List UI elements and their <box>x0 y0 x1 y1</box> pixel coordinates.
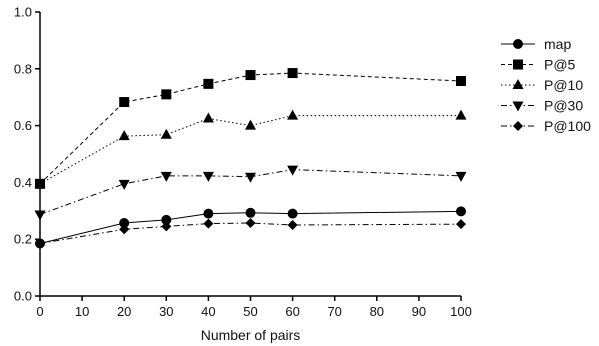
data-point <box>119 224 130 235</box>
data-point <box>118 179 130 190</box>
y-tick-label: 0.6 <box>14 118 32 133</box>
x-tick-label: 10 <box>75 304 89 319</box>
series-p-at-30 <box>34 165 467 221</box>
legend: map P@5 P@10 P@30 P@100 <box>501 36 591 134</box>
data-point <box>202 112 214 123</box>
data-point <box>161 89 172 100</box>
x-tick-label: 0 <box>36 304 43 319</box>
data-point <box>456 219 466 230</box>
data-point <box>456 206 466 217</box>
data-point <box>455 171 467 182</box>
legend-marker <box>512 101 524 112</box>
x-tick-label: 50 <box>243 304 257 319</box>
data-point <box>245 70 256 81</box>
data-point <box>287 165 299 176</box>
legend-entry: P@10 <box>501 77 583 93</box>
series-p-at-10 <box>34 109 467 188</box>
data-point <box>287 208 298 219</box>
x-tick-label: 40 <box>201 304 215 319</box>
data-point <box>202 171 214 182</box>
legend-label: P@30 <box>544 98 583 114</box>
data-point <box>119 97 130 108</box>
data-point <box>160 171 172 182</box>
legend-marker <box>513 39 523 49</box>
data-point <box>35 238 45 249</box>
y-tick-label: 1.0 <box>14 5 32 20</box>
legend-marker <box>513 121 523 131</box>
data-point <box>34 210 46 221</box>
x-axis-title: Number of pairs <box>201 327 301 343</box>
legend-label: P@100 <box>544 118 591 134</box>
data-point <box>161 214 172 225</box>
data-point <box>34 177 46 188</box>
x-tick-label: 80 <box>370 304 384 319</box>
axes: 0.0 0.2 0.4 0.6 0.8 1.0 0 10 20 30 40 50 60 70 80 90 100 <box>14 5 472 320</box>
y-tick-label: 0.8 <box>14 61 32 76</box>
data-point <box>119 218 130 229</box>
data-point <box>287 68 298 79</box>
data-point <box>245 218 256 229</box>
legend-entry: P@30 <box>501 98 583 114</box>
data-point <box>203 218 214 229</box>
x-tick-label: 100 <box>450 304 472 319</box>
data-point <box>287 109 299 120</box>
data-point <box>245 172 256 183</box>
legend-entry: map <box>501 36 571 52</box>
data-point <box>161 221 172 232</box>
legend-label: map <box>544 36 571 52</box>
series-layer <box>34 68 467 249</box>
x-tick-label: 70 <box>327 304 341 319</box>
legend-entry: P@5 <box>501 57 576 73</box>
legend-marker <box>513 59 523 70</box>
legend-entry: P@100 <box>501 118 591 134</box>
data-point <box>203 78 214 89</box>
data-point <box>455 109 467 120</box>
data-point <box>118 130 130 141</box>
x-tick-label: 60 <box>285 304 299 319</box>
data-point <box>245 119 256 130</box>
x-tick-label: 90 <box>412 304 426 319</box>
x-tick-label: 30 <box>159 304 173 319</box>
data-point <box>287 220 298 230</box>
y-tick-label: 0.0 <box>14 289 32 304</box>
y-tick-label: 0.2 <box>14 232 32 247</box>
y-tick-label: 0.4 <box>14 175 32 190</box>
legend-label: P@10 <box>544 77 583 93</box>
data-point <box>245 207 256 218</box>
series-p-at-100 <box>35 218 466 249</box>
x-tick-label: 20 <box>117 304 131 319</box>
legend-marker <box>512 79 524 89</box>
legend-label: P@5 <box>544 57 576 73</box>
data-point <box>456 76 466 87</box>
data-point <box>203 208 214 219</box>
data-point <box>160 128 172 139</box>
